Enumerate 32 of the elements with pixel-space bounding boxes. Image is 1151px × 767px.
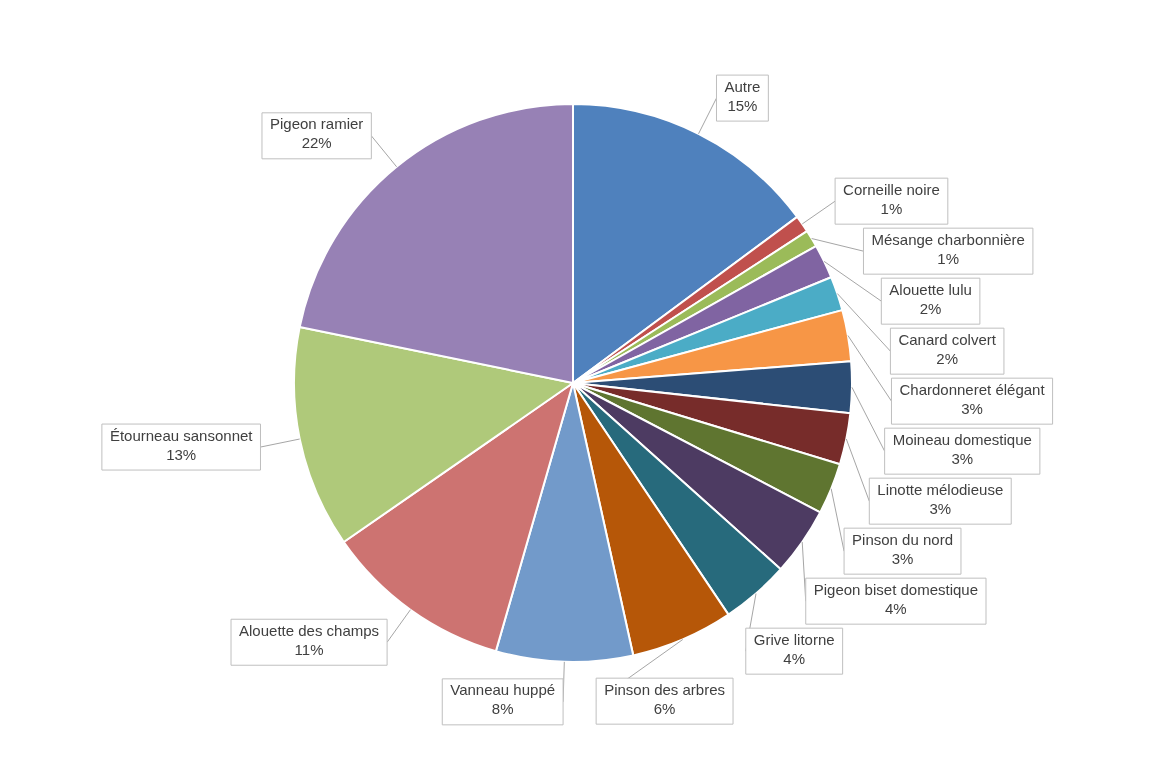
slice-label: Autre xyxy=(724,77,761,95)
data-label: 15% xyxy=(727,96,758,114)
slice-label: Alouette lulu xyxy=(889,280,972,298)
data-label: 2% xyxy=(919,299,942,317)
slice-label: Pinson du nord xyxy=(852,530,953,548)
data-label: 1% xyxy=(880,199,903,217)
data-label: 3% xyxy=(929,499,952,517)
data-label: 3% xyxy=(891,549,914,567)
data-label: 2% xyxy=(936,349,959,367)
slice-label: Alouette des champs xyxy=(239,621,380,639)
data-label: 11% xyxy=(294,640,324,658)
slice-label: Étourneau sansonnet xyxy=(109,426,254,444)
data-label: 8% xyxy=(491,700,514,718)
slice-label: Moineau domestique xyxy=(892,430,1032,448)
data-label: 4% xyxy=(783,649,806,667)
slice-label: Vanneau huppé xyxy=(450,681,556,699)
slice-label: Grive litorne xyxy=(753,630,835,648)
data-label: 6% xyxy=(653,699,676,717)
data-label: 3% xyxy=(961,399,983,417)
slice-label: Chardonneret élégant xyxy=(899,380,1046,398)
data-label: 3% xyxy=(951,449,974,467)
slice-label: Pinson des arbres xyxy=(604,680,726,698)
slice-label: Pigeon ramier xyxy=(269,115,364,133)
data-label: 4% xyxy=(885,599,907,617)
slice-label: Linotte mélodieuse xyxy=(877,480,1004,498)
slice-label: Pigeon biset domestique xyxy=(813,580,979,598)
data-label: 22% xyxy=(301,134,332,152)
slice-label: Canard colvert xyxy=(898,330,997,348)
slice-label: Mésange charbonnière xyxy=(871,230,1025,248)
data-label: 1% xyxy=(937,249,960,267)
slice-label: Corneille noire xyxy=(843,180,940,198)
data-label: 13% xyxy=(166,445,197,463)
